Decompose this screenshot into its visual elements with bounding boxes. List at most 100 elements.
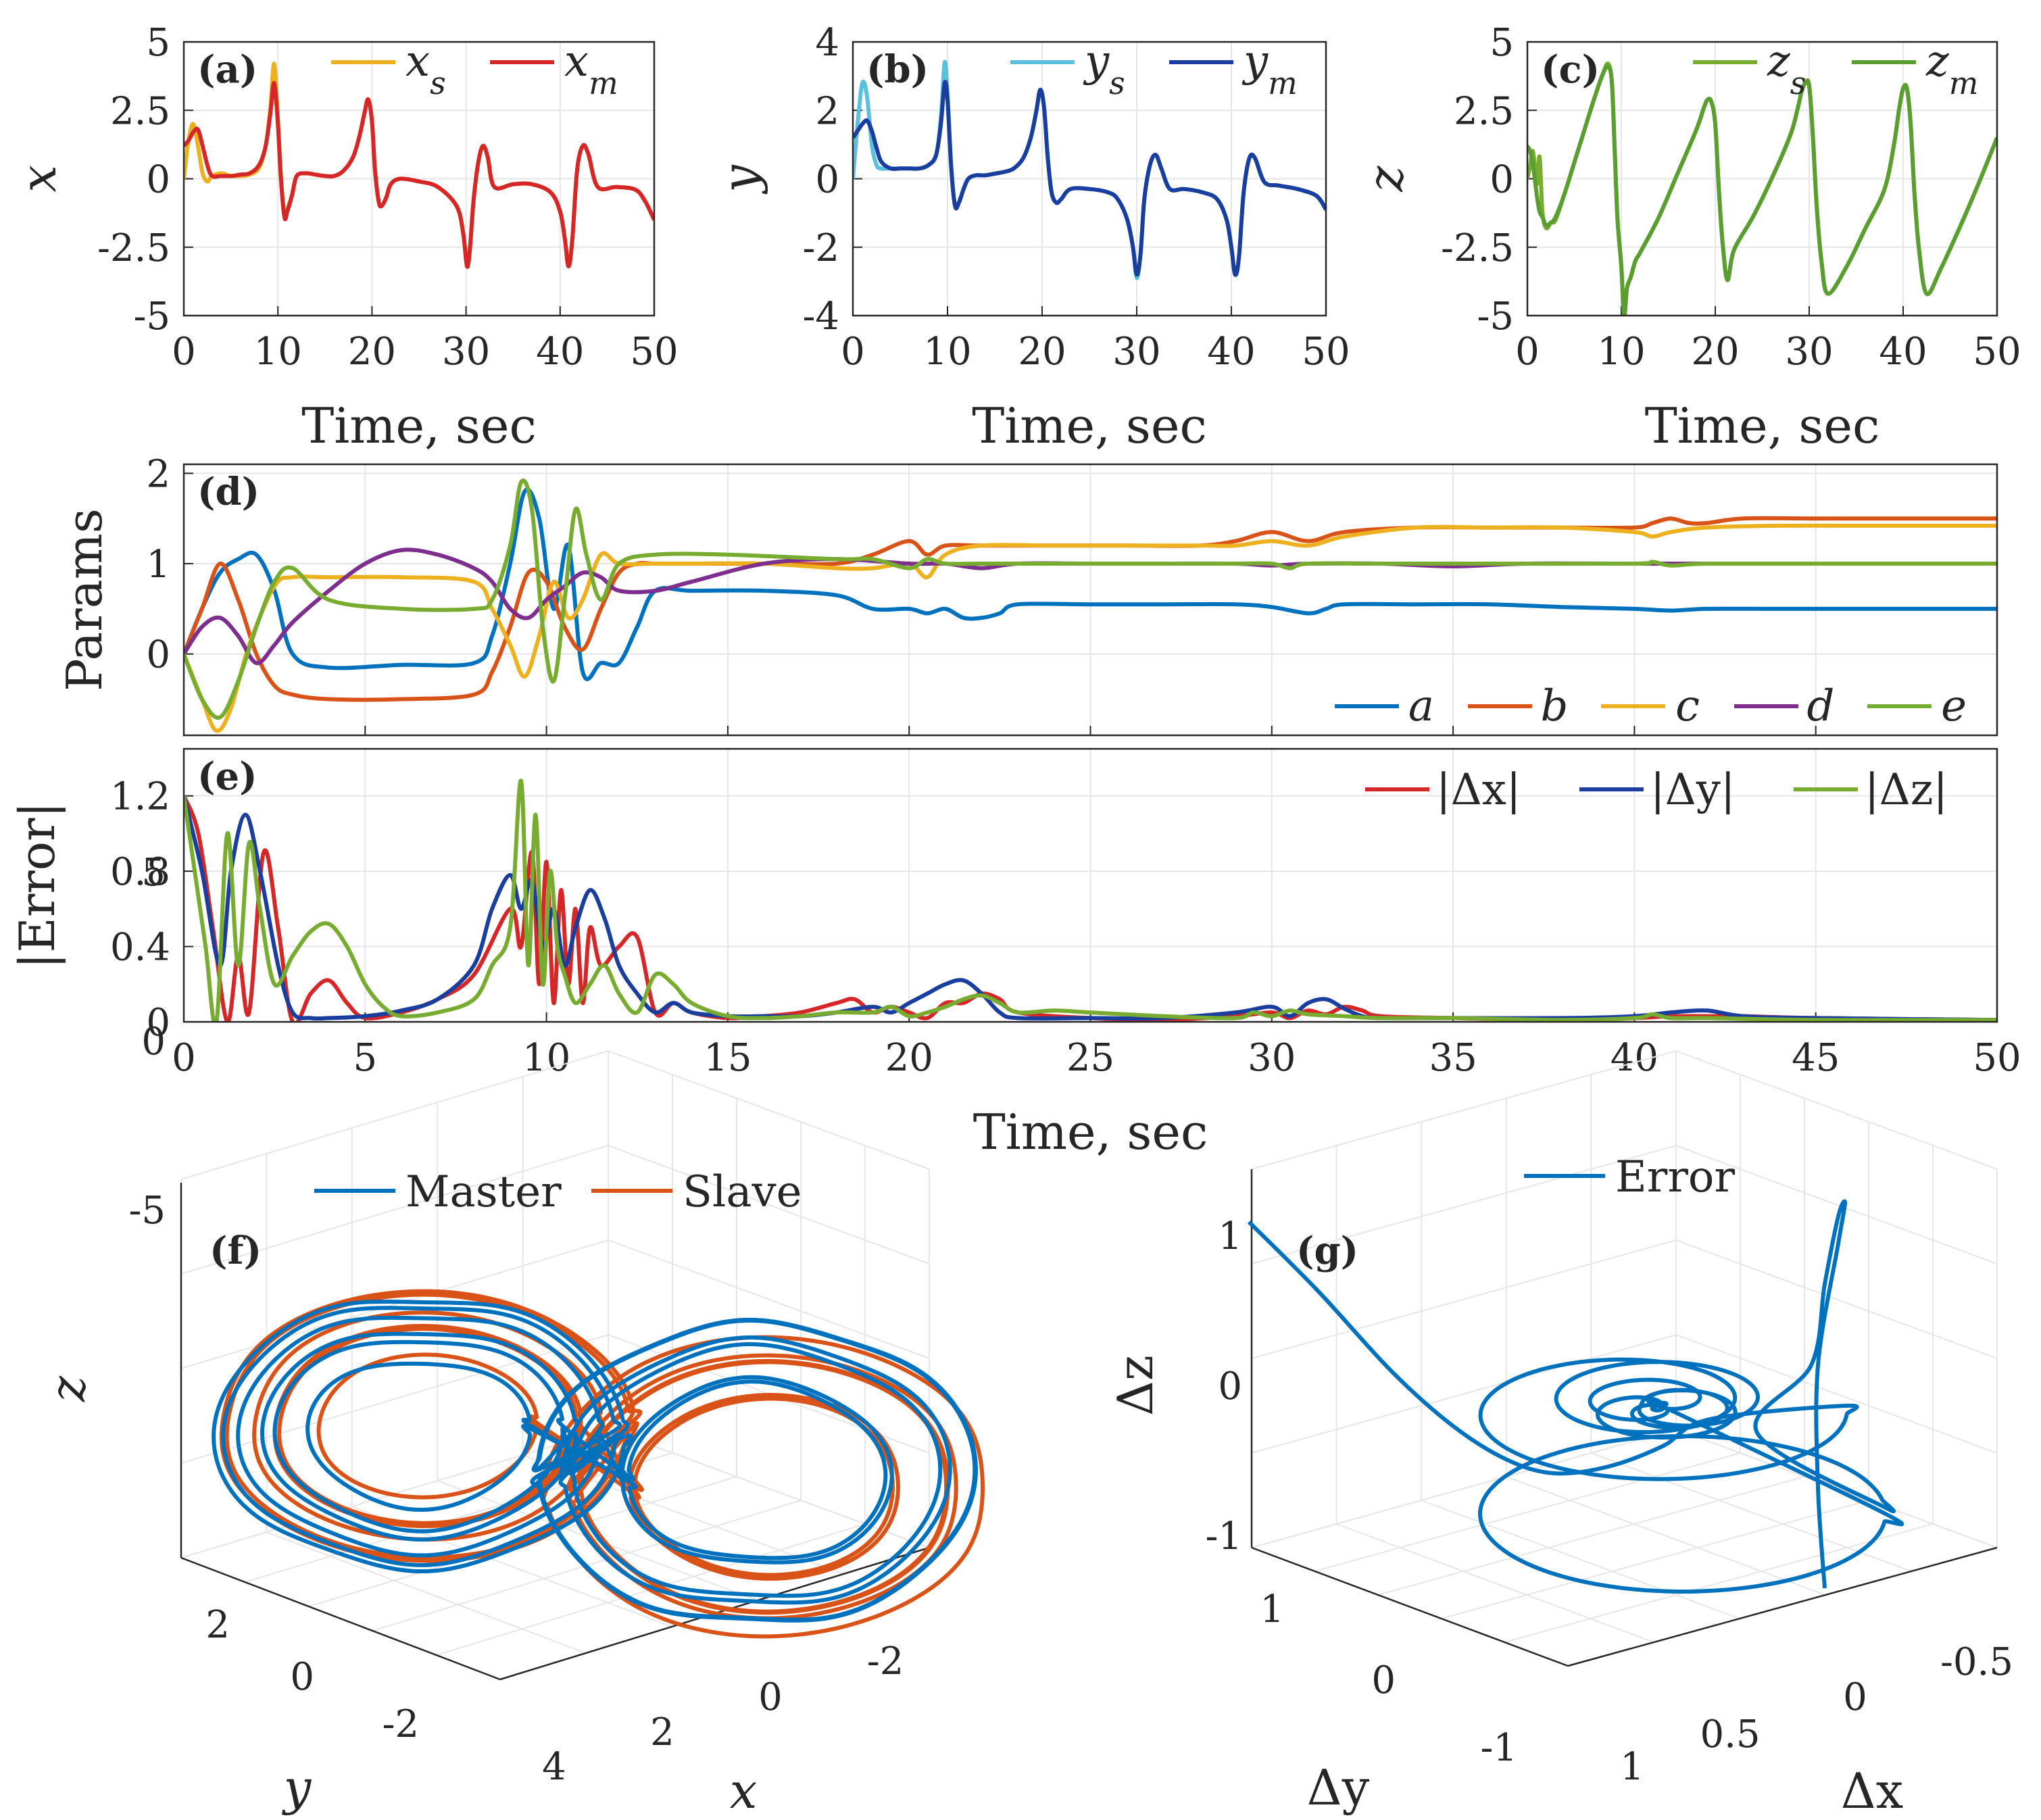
y-tick-label: 0 bbox=[815, 158, 839, 202]
y-axis-label: Params bbox=[56, 508, 113, 691]
y-axis-label: y bbox=[282, 1759, 312, 1816]
z-tick-label: 1 bbox=[1218, 1214, 1242, 1258]
y-tick-label: 0 bbox=[146, 1001, 170, 1045]
panel-label: (d) bbox=[197, 470, 260, 514]
x-tick-label: 10 bbox=[254, 330, 302, 374]
x-tick-label: 1 bbox=[1620, 1745, 1644, 1789]
x-tick-label: 0 bbox=[1843, 1675, 1867, 1719]
y-tick-label: 0 bbox=[1371, 1658, 1396, 1702]
y-tick-label: -5 bbox=[1477, 295, 1514, 339]
x-tick-label: 0 bbox=[841, 330, 865, 374]
y-tick-label: -2.5 bbox=[1441, 226, 1514, 270]
y-tick-label: 1 bbox=[1260, 1588, 1284, 1631]
y-tick-label: 0 bbox=[146, 158, 170, 202]
z-tick-label: 0 bbox=[141, 1020, 166, 1064]
series-line-c bbox=[184, 523, 1997, 733]
panel-b: 0 10 20 30 40 50 -4 -2 0 2 4 (b) Time, sec y ys ym bbox=[712, 21, 1350, 454]
grid-line bbox=[1504, 1523, 1934, 1643]
series-line-b bbox=[184, 516, 1997, 702]
y-tick-label: 1.2 bbox=[110, 775, 170, 819]
x-tick-label: 2 bbox=[650, 1711, 674, 1754]
grid-line bbox=[1336, 1523, 1654, 1643]
y-tick-label: 0.8 bbox=[110, 850, 170, 894]
y-tick-label: 2 bbox=[146, 452, 170, 496]
grid-line bbox=[1441, 1500, 1869, 1619]
grid-line bbox=[1314, 1452, 1741, 1572]
x-tick-label: 30 bbox=[1785, 330, 1833, 374]
x-tick-label: 0 bbox=[758, 1675, 783, 1719]
x-tick-label: 40 bbox=[536, 330, 584, 374]
legend-label: e bbox=[1941, 681, 1967, 731]
y-tick-label: -2 bbox=[382, 1702, 419, 1746]
legend-label: Master bbox=[405, 1167, 562, 1217]
y-tick-label: -4 bbox=[802, 295, 839, 339]
y-axis-line bbox=[1251, 1546, 1569, 1667]
x-tick-label: 50 bbox=[1302, 330, 1350, 374]
grid-line bbox=[180, 1333, 930, 1464]
series-line-y_s bbox=[853, 59, 1326, 280]
y-tick-label: 0 bbox=[1490, 158, 1514, 202]
y-axis-line bbox=[180, 1556, 501, 1681]
y-tick-label: -5 bbox=[133, 295, 170, 339]
series-line-z_m bbox=[1527, 64, 1997, 316]
axes-frame bbox=[182, 41, 656, 317]
panel-label: (c) bbox=[1541, 47, 1600, 92]
legend-label: |Δx| bbox=[1436, 765, 1521, 815]
y-tick-label: 0 bbox=[290, 1655, 314, 1699]
legend-label: ys bbox=[1083, 36, 1125, 101]
y-tick-label: 0 bbox=[146, 633, 170, 677]
legend-label: xs bbox=[405, 36, 446, 101]
y-tick-label: -2 bbox=[802, 226, 839, 270]
legend-label: zs bbox=[1767, 36, 1806, 101]
z-axis-label: Δz bbox=[1107, 1355, 1164, 1416]
axes-frame bbox=[182, 463, 1998, 737]
panel-d: 0 1 2 (d) Params a b c d e bbox=[56, 452, 1998, 737]
x-axis-label: Δx bbox=[1841, 1763, 1904, 1819]
legend-label: Slave bbox=[683, 1167, 802, 1217]
axes-frame bbox=[852, 41, 1327, 317]
axes-frame bbox=[1526, 41, 1998, 317]
x-tick-label: 30 bbox=[1248, 1036, 1296, 1080]
series-line-e bbox=[184, 478, 1997, 720]
series-line-master bbox=[212, 1299, 978, 1623]
x-axis-label: Time, sec bbox=[972, 397, 1207, 454]
x-tick-label: 4 bbox=[542, 1745, 566, 1789]
grid-line bbox=[245, 1452, 673, 1583]
y-tick-label: 2.5 bbox=[1454, 89, 1514, 133]
x-tick-label: 45 bbox=[1792, 1036, 1840, 1080]
grid-line bbox=[1251, 1144, 1998, 1264]
legend-label: b bbox=[1541, 681, 1569, 731]
legend-label: zm bbox=[1925, 36, 1978, 101]
x-tick-label: 20 bbox=[348, 330, 396, 374]
legend-label: |Δy| bbox=[1650, 765, 1736, 815]
series-line-d bbox=[184, 547, 1997, 666]
x-tick-label: 35 bbox=[1429, 1036, 1477, 1080]
y-tick-label: 2 bbox=[205, 1603, 230, 1647]
y-tick-label: 4 bbox=[815, 21, 839, 65]
legend-label: d bbox=[1807, 681, 1835, 731]
grid-line bbox=[180, 1144, 930, 1275]
series-line-a bbox=[184, 487, 1997, 681]
z-axis-label: z bbox=[39, 1375, 96, 1402]
x-tick-label: 10 bbox=[522, 1036, 570, 1080]
panel-label: (e) bbox=[197, 754, 257, 799]
x-axis-line bbox=[1567, 1546, 1998, 1667]
panel-label: (b) bbox=[866, 47, 929, 92]
panel-label: (a) bbox=[197, 47, 257, 92]
series-line-y_m bbox=[853, 80, 1326, 277]
z-tick-label: 5 bbox=[141, 851, 166, 895]
grid-line bbox=[1251, 1333, 1998, 1454]
x-tick-label: 25 bbox=[1066, 1036, 1114, 1080]
y-tick-label: 2.5 bbox=[110, 89, 170, 133]
x-tick-label: 15 bbox=[704, 1036, 752, 1080]
legend-label: c bbox=[1675, 681, 1700, 731]
y-tick-label: -2.5 bbox=[97, 226, 170, 270]
y-axis-label: y bbox=[712, 164, 768, 195]
x-tick-label: 0.5 bbox=[1700, 1713, 1760, 1756]
x-tick-label: 30 bbox=[442, 330, 490, 374]
x-axis-label: Time, sec bbox=[1645, 397, 1880, 454]
legend-label: ym bbox=[1241, 36, 1298, 101]
x-tick-label: 20 bbox=[885, 1036, 933, 1080]
